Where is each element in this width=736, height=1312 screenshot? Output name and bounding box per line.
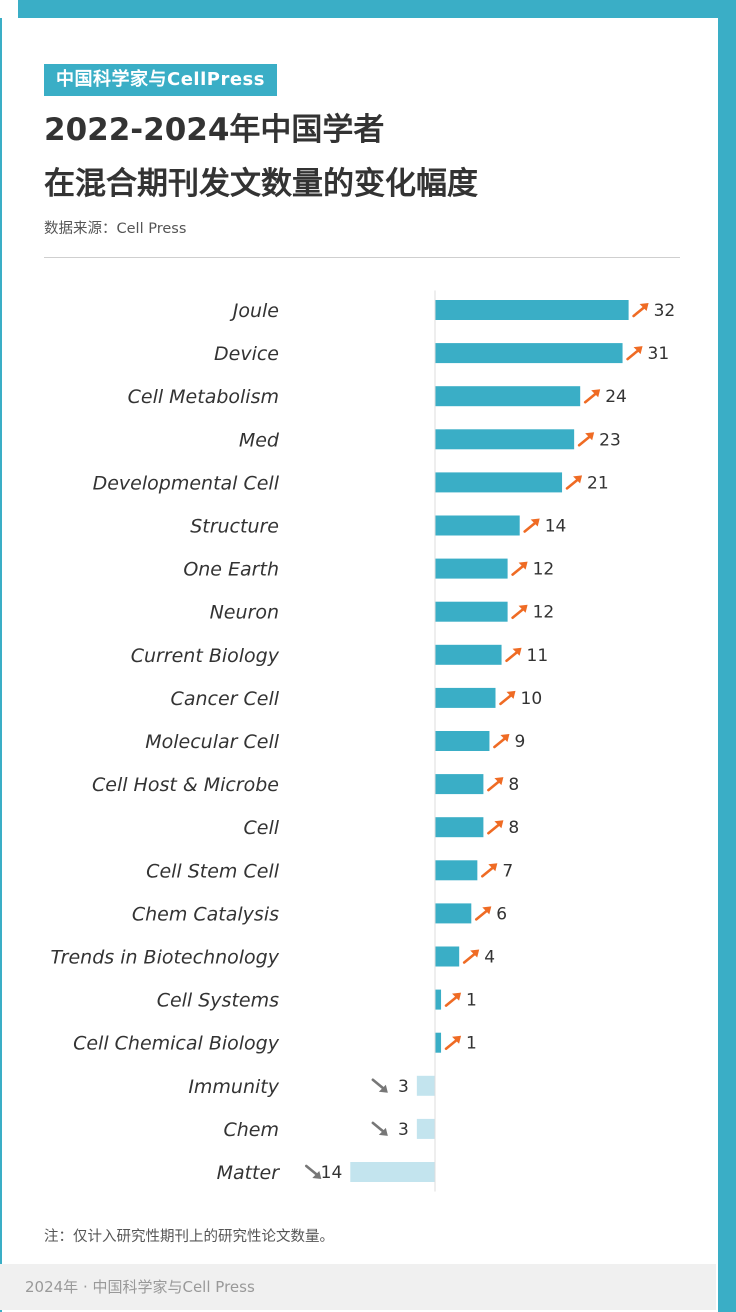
card — [0, 18, 718, 1312]
value-label: 3 — [398, 1077, 409, 1097]
category-label: One Earth — [183, 559, 279, 581]
up-arrow-icon — [474, 906, 492, 921]
category-label: Cell Metabolism — [128, 386, 279, 408]
divider — [44, 257, 680, 258]
up-arrow-icon — [499, 690, 516, 706]
bar — [435, 774, 484, 795]
bar — [435, 989, 442, 1010]
up-arrow-icon — [487, 820, 504, 835]
up-arrow-icon — [481, 863, 498, 878]
value-label: 7 — [502, 861, 513, 881]
value-label: 24 — [605, 387, 627, 407]
value-label: 14 — [321, 1163, 343, 1183]
up-arrow-icon — [493, 734, 510, 749]
category-label: Med — [239, 429, 280, 451]
category-label: Current Biology — [131, 645, 280, 667]
value-label: 32 — [654, 301, 676, 321]
up-arrow-icon — [583, 389, 601, 404]
data-source: 数据来源：Cell Press — [44, 221, 187, 237]
category-label: Neuron — [210, 602, 279, 624]
category-label: Chem Catalysis — [132, 903, 279, 925]
category-label: Cell — [243, 817, 279, 839]
up-arrow-icon — [505, 647, 522, 663]
bar — [435, 903, 472, 924]
value-label: 12 — [533, 603, 555, 623]
value-label: 8 — [508, 818, 519, 838]
bar — [350, 1162, 435, 1182]
category-label: Cell Stem Cell — [146, 860, 280, 882]
bar — [435, 860, 478, 881]
value-label: 11 — [527, 646, 549, 666]
category-label: Cancer Cell — [171, 688, 280, 710]
category-label: Structure — [190, 516, 279, 538]
value-label: 1 — [466, 1034, 477, 1054]
value-label: 9 — [514, 732, 525, 752]
bar — [435, 946, 460, 967]
value-label: 23 — [599, 430, 621, 450]
down-arrow-icon — [371, 1078, 388, 1093]
category-label: Developmental Cell — [93, 472, 280, 494]
value-label: 4 — [484, 948, 495, 968]
bar — [435, 300, 629, 320]
up-arrow-icon — [577, 432, 595, 447]
category-label: Matter — [217, 1162, 281, 1184]
category-label: Cell Systems — [157, 990, 279, 1012]
category-label: Cell Chemical Biology — [73, 1033, 280, 1055]
value-label: 1 — [466, 991, 477, 1011]
bar — [435, 472, 563, 493]
category-label: Cell Host & Microbe — [92, 774, 279, 796]
up-arrow-icon — [523, 518, 540, 533]
footnote: 注：仅计入研究性期刊上的研究性论文数量。 — [44, 1229, 334, 1245]
brand-label: 中国科学家与CellPress — [44, 64, 277, 96]
value-label: 3 — [398, 1120, 409, 1140]
value-label: 6 — [496, 904, 507, 924]
value-label: 21 — [587, 473, 609, 493]
bar — [435, 817, 484, 838]
bar — [435, 558, 508, 579]
up-arrow-icon — [444, 992, 462, 1007]
title-line-2: 在混合期刊发文数量的变化幅度 — [44, 166, 478, 202]
bar — [435, 1032, 442, 1053]
bar — [416, 1118, 435, 1139]
value-label: 12 — [533, 560, 555, 580]
category-label: Immunity — [188, 1076, 279, 1098]
down-arrow-icon — [371, 1121, 388, 1136]
top-accent-band — [18, 0, 736, 18]
bar — [435, 644, 502, 665]
category-label: Chem — [223, 1119, 279, 1141]
bar — [416, 1075, 435, 1096]
value-label: 31 — [648, 344, 670, 364]
up-arrow-icon — [462, 949, 480, 964]
bar — [435, 515, 520, 536]
bar — [435, 429, 575, 450]
value-label: 14 — [545, 517, 567, 537]
up-arrow-icon — [565, 475, 583, 490]
up-arrow-icon — [511, 561, 528, 576]
category-label: Trends in Biotechnology — [51, 947, 280, 969]
up-arrow-icon — [444, 1035, 462, 1050]
up-arrow-icon — [511, 604, 528, 620]
bar — [435, 731, 490, 751]
title-line-1: 2022-2024年中国学者 — [44, 112, 385, 148]
up-arrow-icon — [626, 346, 643, 361]
value-label: 10 — [521, 689, 543, 709]
up-arrow-icon — [632, 303, 649, 318]
up-arrow-icon — [487, 777, 504, 792]
bar — [435, 343, 623, 364]
value-label: 8 — [508, 775, 519, 795]
category-label: Joule — [229, 300, 279, 322]
right-accent-band — [718, 0, 736, 1312]
down-arrow-icon — [304, 1164, 322, 1179]
bar — [435, 601, 508, 622]
bar — [435, 687, 496, 708]
footer: 2024年 · 中国科学家与Cell Press — [0, 1264, 716, 1310]
category-label: Device — [214, 343, 279, 365]
category-label: Molecular Cell — [145, 731, 279, 753]
bar — [435, 386, 581, 407]
